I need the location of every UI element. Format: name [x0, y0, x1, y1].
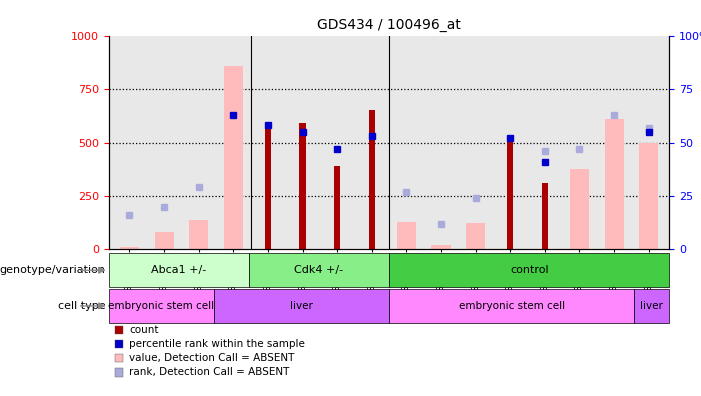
Text: percentile rank within the sample: percentile rank within the sample [129, 339, 305, 349]
Bar [604, 119, 624, 249]
Bar [249, 253, 389, 287]
Text: control: control [510, 265, 549, 275]
Bar [542, 183, 548, 249]
Text: liver: liver [641, 301, 663, 311]
Bar [114, 368, 123, 377]
Bar [214, 289, 389, 323]
Text: genotype/variation: genotype/variation [0, 265, 106, 275]
Text: count: count [129, 325, 158, 335]
Title: GDS434 / 100496_at: GDS434 / 100496_at [317, 18, 461, 32]
Bar [397, 222, 416, 249]
Text: cell type: cell type [58, 301, 106, 311]
Bar [431, 245, 451, 249]
Bar [639, 143, 658, 249]
Text: liver: liver [290, 301, 313, 311]
Bar [114, 354, 123, 362]
Bar [334, 166, 340, 249]
Bar [507, 138, 513, 249]
Text: embryonic stem cell: embryonic stem cell [458, 301, 565, 311]
Bar [634, 289, 669, 323]
Bar [109, 289, 214, 323]
Text: Cdk4 +/-: Cdk4 +/- [294, 265, 343, 275]
Text: Abca1 +/-: Abca1 +/- [151, 265, 206, 275]
Text: rank, Detection Call = ABSENT: rank, Detection Call = ABSENT [129, 367, 290, 377]
Bar [120, 248, 139, 249]
Bar [265, 126, 271, 249]
Bar [389, 289, 634, 323]
Bar [466, 223, 485, 249]
Bar [114, 326, 123, 334]
Bar [224, 66, 243, 249]
Bar [154, 232, 174, 249]
Bar [570, 169, 589, 249]
Bar [109, 253, 249, 287]
Bar [114, 340, 123, 348]
Bar [189, 219, 208, 249]
Bar [369, 110, 375, 249]
Text: value, Detection Call = ABSENT: value, Detection Call = ABSENT [129, 353, 294, 363]
Bar [389, 253, 669, 287]
Bar [299, 123, 306, 249]
Text: embryonic stem cell: embryonic stem cell [108, 301, 215, 311]
